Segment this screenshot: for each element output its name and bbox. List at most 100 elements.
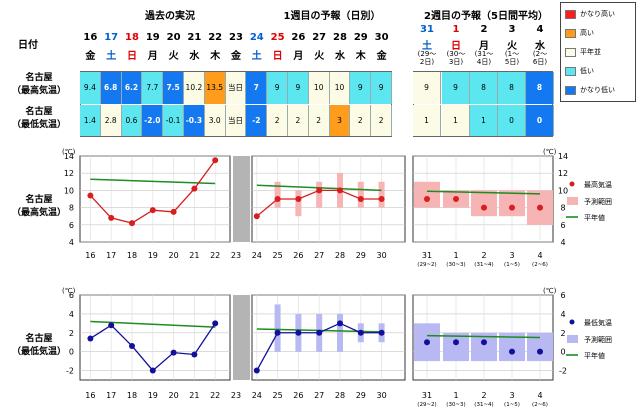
row-label-max: 名古屋 （最高気温） bbox=[4, 72, 74, 98]
y-tick-label-right: 4 bbox=[560, 238, 565, 247]
forecast-point bbox=[337, 187, 343, 194]
legend-item-high: 高い bbox=[565, 28, 594, 38]
min-row-cell: -2 bbox=[246, 105, 268, 136]
week2-forecast-point bbox=[481, 339, 487, 346]
day-number: 17 bbox=[104, 32, 119, 43]
legend-range-swatch bbox=[567, 197, 578, 205]
x-tick-label: 29 bbox=[356, 251, 366, 260]
forecast-range-bar bbox=[357, 323, 364, 343]
week2-range-start: (29～ bbox=[417, 50, 437, 58]
week1-heading: 1週目の予報（日別） bbox=[283, 11, 381, 22]
day-weekday: 金 bbox=[85, 51, 96, 62]
y-tick-label-left: 14 bbox=[64, 152, 74, 161]
legend-normal-label: 平年値 bbox=[584, 351, 605, 360]
forecast-range-bar bbox=[295, 190, 302, 217]
min-row-cell: 2 bbox=[308, 105, 330, 136]
max-row-cell: 9 bbox=[371, 72, 392, 104]
x-tick-label: 21 bbox=[189, 251, 199, 260]
min-row-cell: 2.8 bbox=[100, 105, 122, 136]
legend-swatch bbox=[565, 47, 576, 57]
min-row-cell: 2 bbox=[288, 105, 309, 136]
day-weekday: 土 bbox=[106, 51, 117, 62]
max-row-cell: 9 bbox=[288, 72, 309, 104]
max-w2-row-cell: 9 bbox=[442, 72, 470, 104]
x-tick-label: 16 bbox=[85, 391, 95, 400]
chart-label-max-type: （最高気温） bbox=[11, 208, 66, 218]
x-tick-sublabel-week2: (30~3) bbox=[446, 262, 465, 268]
x-tick-label: 26 bbox=[293, 391, 303, 400]
y-tick-label-left: 4 bbox=[69, 238, 74, 247]
y-unit-right: (℃) bbox=[543, 287, 557, 295]
week2-range-start: (30～ bbox=[446, 50, 466, 58]
week2-range-end: 4日) bbox=[476, 58, 492, 66]
forecast-point bbox=[316, 329, 323, 336]
day-weekday: 火 bbox=[168, 51, 179, 62]
x-tick-label: 30 bbox=[377, 391, 387, 400]
x-tick-label: 30 bbox=[377, 251, 387, 260]
legend-obs-marker bbox=[569, 181, 575, 187]
day-number: 28 bbox=[333, 32, 347, 43]
forecast-range-bar bbox=[337, 313, 343, 352]
x-tick-label-week2: 2 bbox=[481, 391, 486, 400]
max-w2-row-cell: 8 bbox=[498, 72, 526, 104]
legend-range-label: 予測範囲 bbox=[584, 197, 612, 206]
week2-day-number: 1 bbox=[452, 24, 460, 35]
normal-line-week1 bbox=[256, 328, 382, 333]
row-label-min: 名古屋 （最低気温） bbox=[4, 106, 74, 132]
week2-range-bar bbox=[527, 190, 553, 225]
table-frame-week2 bbox=[413, 71, 553, 137]
y-unit-left: (℃) bbox=[62, 148, 76, 156]
max-row-cell: 6.2 bbox=[121, 72, 143, 104]
day-weekday: 土 bbox=[251, 51, 262, 62]
legend-item-vhigh: かなり高い bbox=[565, 9, 615, 19]
week2-heading: 2週目の予報（5日間平均） bbox=[424, 11, 548, 22]
observed-point bbox=[149, 367, 156, 374]
past-heading: 過去の実況 bbox=[145, 11, 195, 22]
x-tick-label: 17 bbox=[106, 251, 116, 260]
y-tick-label-right: -2 bbox=[559, 367, 567, 376]
forecast-range-bar bbox=[357, 181, 364, 208]
chart-label-max: 名古屋 （最高気温） bbox=[4, 194, 74, 220]
chart-panel-2 bbox=[412, 155, 554, 243]
max-row-cell: 10 bbox=[308, 72, 330, 104]
forecast-point bbox=[316, 187, 323, 194]
row-label-max-type: （最高気温） bbox=[11, 86, 66, 96]
x-tick-label-week2: 31 bbox=[422, 251, 432, 260]
min-row-cell: -0.1 bbox=[163, 105, 184, 136]
legend-range-label: 予測範囲 bbox=[584, 335, 612, 344]
chart-label-max-city: 名古屋 bbox=[25, 195, 53, 205]
max-row-cell: 10.2 bbox=[184, 72, 205, 104]
x-tick-label: 22 bbox=[210, 391, 220, 400]
week2-range-start: (31～ bbox=[474, 50, 494, 58]
max-row-cell: 10 bbox=[329, 72, 351, 104]
observed-point bbox=[170, 349, 177, 356]
week2-range-bar bbox=[414, 323, 440, 362]
day-weekday: 水 bbox=[189, 51, 200, 62]
min-row-cell: 2 bbox=[267, 105, 288, 136]
forecast-range-bar bbox=[337, 173, 343, 208]
x-tick-label: 28 bbox=[335, 251, 345, 260]
x-tick-label: 29 bbox=[356, 391, 366, 400]
forecast-range-bar bbox=[316, 181, 323, 208]
x-tick-label: 16 bbox=[85, 251, 95, 260]
observed-point bbox=[108, 214, 115, 221]
x-tick-label: 18 bbox=[127, 251, 137, 260]
chart-label-min: 名古屋 （最低気温） bbox=[4, 333, 74, 359]
normal-line-week2 bbox=[426, 334, 541, 339]
category-legend: かなり高い 高い 平年並 低い かなり低い bbox=[560, 2, 636, 102]
legend-label: 平年並 bbox=[580, 48, 601, 56]
x-tick-label-week2: 1 bbox=[453, 251, 458, 260]
week2-forecast-point bbox=[537, 204, 543, 211]
x-tick-sublabel-week2: (2~6) bbox=[532, 262, 548, 268]
week2-range-bar bbox=[527, 332, 553, 362]
week2-range-bar bbox=[499, 190, 525, 217]
x-tick-label-week2: 3 bbox=[509, 391, 514, 400]
x-tick-label: 22 bbox=[210, 251, 220, 260]
x-tick-label: 27 bbox=[314, 391, 324, 400]
forecast-point bbox=[357, 329, 364, 336]
x-tick-label: 21 bbox=[189, 391, 199, 400]
legend-range-swatch bbox=[567, 335, 578, 343]
forecast-point bbox=[274, 196, 281, 202]
chart-panel-0 bbox=[79, 155, 231, 243]
day-weekday: 月 bbox=[147, 51, 158, 62]
